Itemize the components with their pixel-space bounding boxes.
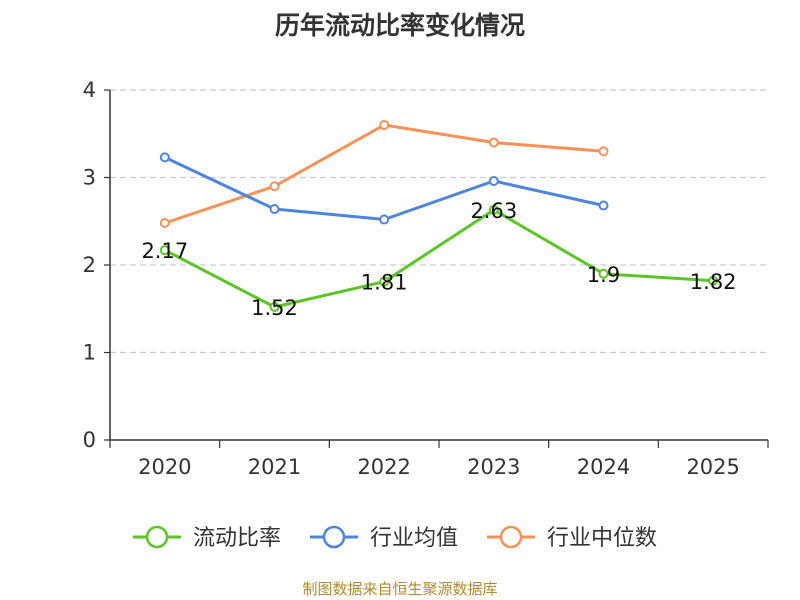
- data-point: [159, 218, 170, 228]
- data-point: [379, 276, 390, 287]
- legend-swatch-marker: [499, 525, 523, 549]
- data-point: [708, 275, 719, 286]
- legend-label: 行业均值: [370, 526, 458, 551]
- x-tick-label: 2023: [467, 455, 520, 479]
- legend: 流动比率 行业均值 行业中位数: [133, 525, 657, 551]
- data-point: [379, 214, 390, 225]
- data-point: [379, 120, 390, 130]
- data-point: [488, 137, 499, 148]
- source-note: 制图数据来自恒生聚源数据库: [302, 580, 498, 598]
- data-label: 1.9: [587, 263, 620, 287]
- legend-swatch-marker: [322, 525, 346, 549]
- data-point: [159, 152, 170, 163]
- x-tick-label: 2024: [577, 455, 630, 479]
- data-label: 1.52: [251, 296, 298, 320]
- legend-label: 流动比率: [193, 526, 281, 551]
- data-label: 1.81: [361, 271, 408, 295]
- series-line: [164, 123, 604, 225]
- data-point: [488, 204, 499, 215]
- y-tick-label: 1: [83, 341, 96, 365]
- series-lines: [159, 120, 719, 312]
- x-tick-label: 2025: [686, 455, 739, 479]
- data-labels: 2.17 1.52 1.81 2.63 1.9 1.82: [141, 199, 736, 320]
- x-tick-label: 2022: [357, 455, 410, 479]
- legend-label: 行业中位数: [547, 526, 657, 551]
- data-point: [598, 146, 609, 157]
- y-tick-label: 3: [83, 166, 96, 190]
- chart-title: 历年流动比率变化情况: [274, 11, 525, 40]
- data-point: [488, 176, 499, 186]
- y-tick-label: 0: [83, 428, 96, 452]
- legend-swatch-marker: [145, 525, 169, 549]
- series-line: [164, 208, 714, 309]
- data-point: [598, 200, 609, 211]
- grid-lines: [110, 89, 768, 354]
- data-label: 2.17: [141, 239, 188, 263]
- y-tick-label: 4: [83, 78, 96, 102]
- x-tick-label: 2020: [138, 455, 191, 479]
- data-point: [269, 204, 280, 214]
- data-point: [269, 181, 280, 192]
- axes: 0 1 2 3 4 2020 2021 2022 2023 2024 2025: [83, 78, 769, 479]
- x-tick-label: 2021: [248, 455, 301, 479]
- data-point: [598, 268, 609, 279]
- data-point: [159, 245, 170, 256]
- series-line: [164, 156, 604, 221]
- data-point: [269, 302, 280, 312]
- data-label: 2.63: [470, 199, 517, 223]
- data-label: 1.82: [690, 270, 737, 294]
- y-tick-label: 2: [83, 253, 96, 277]
